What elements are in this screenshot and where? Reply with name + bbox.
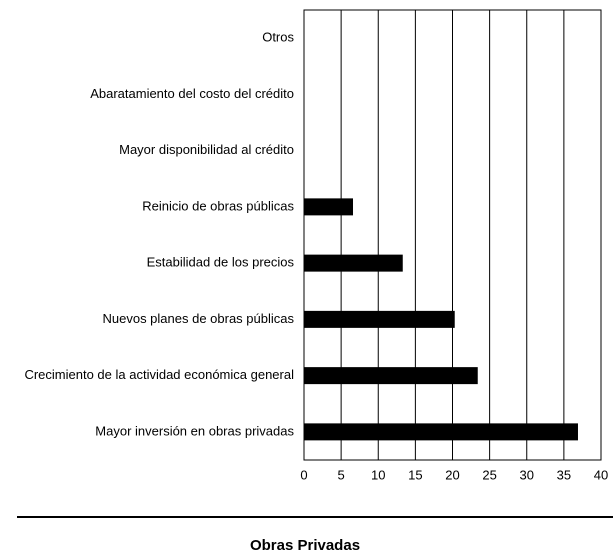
x-tick-label: 15 <box>408 467 422 482</box>
y-tick-label: Estabilidad de los precios <box>147 255 295 270</box>
y-tick-label: Reinicio de obras públicas <box>142 198 294 213</box>
x-tick-label: 25 <box>482 467 496 482</box>
bar <box>304 310 455 328</box>
chart-title: Obras Privadas <box>250 537 360 554</box>
x-tick-label: 40 <box>594 467 608 482</box>
plot-border <box>303 9 602 461</box>
x-tick-label: 0 <box>300 467 307 482</box>
y-tick-label: Crecimiento de la actividad económica ge… <box>24 367 294 382</box>
x-tick-label: 30 <box>520 467 534 482</box>
y-tick-label: Mayor disponibilidad al crédito <box>119 142 294 157</box>
bar <box>304 198 354 216</box>
y-tick-label: Mayor inversión en obras privadas <box>95 423 294 438</box>
x-tick-label: 10 <box>371 467 385 482</box>
x-tick-label: 20 <box>445 467 459 482</box>
y-tick-label: Otros <box>262 30 294 45</box>
x-tick-label: 5 <box>338 467 345 482</box>
y-tick-label: Abaratamiento del costo del crédito <box>90 86 294 101</box>
x-tick-label: 35 <box>557 467 571 482</box>
bar <box>304 423 578 441</box>
y-tick-label: Nuevos planes de obras públicas <box>102 311 294 326</box>
bar <box>304 367 478 385</box>
bar <box>304 254 403 272</box>
